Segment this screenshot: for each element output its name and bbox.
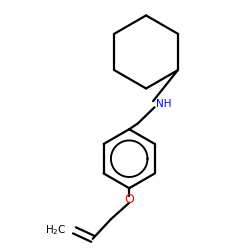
Text: O: O [124, 193, 134, 206]
Text: H$_2$C: H$_2$C [46, 224, 67, 237]
Text: NH: NH [156, 99, 172, 109]
